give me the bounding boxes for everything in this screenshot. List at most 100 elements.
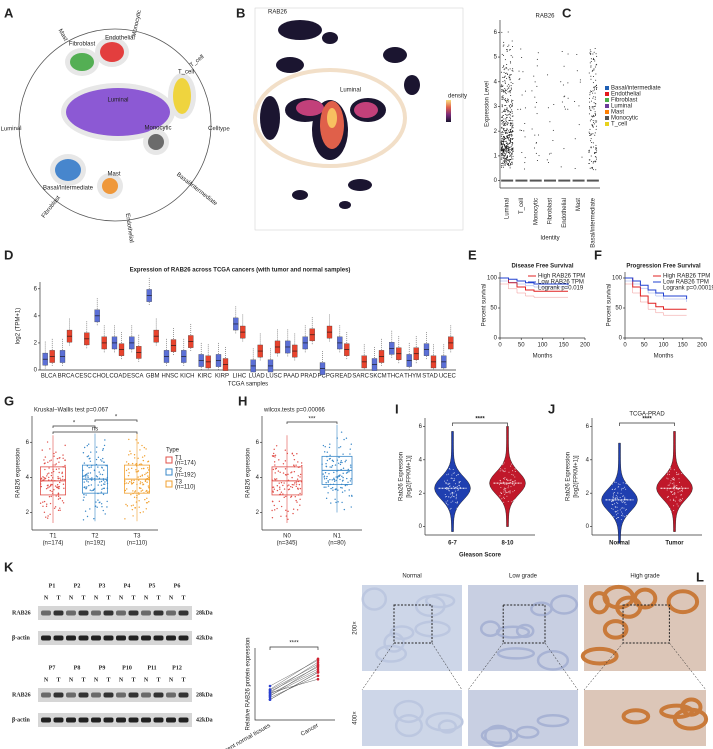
sample-dot	[455, 496, 457, 498]
sample-dot	[58, 461, 60, 463]
sample-dot	[325, 477, 328, 480]
panel-letter: A	[4, 5, 14, 20]
legend-label: (n=192)	[175, 473, 196, 479]
cell-dot	[504, 123, 506, 125]
sample-dot	[673, 482, 675, 484]
cell-dot	[593, 57, 595, 59]
pair-line	[269, 675, 319, 698]
cell-dot	[594, 105, 596, 107]
sample-dot	[144, 498, 146, 501]
legend-swatch	[605, 98, 609, 102]
legend-label: (n=110)	[175, 485, 195, 491]
cell-dot	[510, 133, 512, 135]
sample-dot	[455, 486, 457, 488]
cell-dot	[501, 105, 503, 107]
sample-dot	[614, 497, 616, 499]
cell-dot	[501, 153, 503, 155]
sample-dot	[62, 483, 65, 485]
sample-dot	[142, 467, 145, 470]
lane-label: T	[106, 677, 110, 683]
sample-dot	[449, 497, 451, 499]
cell-dot	[512, 115, 514, 117]
patient-label: P6	[174, 583, 181, 589]
band	[128, 717, 139, 723]
sample-dot	[350, 443, 353, 445]
sample-dot	[512, 504, 514, 506]
band	[128, 692, 139, 698]
sample-dot	[459, 471, 461, 473]
sample-dot	[124, 489, 127, 492]
sample-dot	[624, 496, 626, 498]
sample-dot	[285, 509, 287, 512]
sample-dot	[96, 446, 98, 448]
sample-dot	[456, 501, 458, 503]
sample-dot	[291, 453, 294, 455]
size-label: 28kDa	[196, 692, 213, 698]
sample-dot	[272, 455, 275, 458]
sample-dot	[95, 451, 98, 453]
blot	[38, 606, 192, 620]
band	[53, 610, 64, 616]
sample-dot	[679, 498, 681, 500]
cell-dot	[593, 59, 595, 61]
size-label: 28kDa	[196, 610, 213, 616]
cell-dot	[501, 126, 503, 128]
pair-line	[269, 664, 319, 691]
cell-dot	[505, 157, 507, 159]
cell-dot	[590, 78, 592, 80]
sample-dot	[103, 461, 105, 464]
sample-dot	[272, 468, 275, 471]
sample-dot	[626, 516, 628, 518]
cell-dot	[506, 142, 508, 144]
cell-dot	[535, 142, 537, 144]
cell-dot	[593, 89, 595, 91]
legend-swatch	[605, 110, 609, 114]
sample-dot	[503, 487, 505, 489]
legend-label: Luminal	[611, 104, 632, 110]
cell-dot	[505, 141, 507, 143]
cell-dot	[550, 152, 552, 154]
cluster-label: Fibroblast	[69, 42, 96, 48]
sample-dot	[143, 455, 146, 457]
sample-dot	[83, 486, 85, 489]
x-tick-label: BLCA	[41, 374, 57, 380]
sample-dot	[676, 471, 678, 473]
sample-dot	[341, 480, 344, 482]
sample-dot	[98, 501, 100, 504]
cell-dot	[536, 65, 538, 67]
sample-dot	[668, 507, 670, 509]
cell-dot	[507, 45, 509, 47]
cell-dot	[508, 104, 510, 106]
sample-dot	[330, 466, 333, 468]
umap-cluster	[322, 32, 338, 44]
cell-dot	[511, 103, 513, 105]
sample-dot	[457, 489, 459, 491]
sample-dot	[669, 508, 671, 510]
cell-dot	[506, 88, 508, 90]
cell-dot	[505, 160, 507, 162]
blot	[38, 631, 192, 645]
gland	[393, 699, 424, 724]
plot-title: RAB26	[535, 14, 555, 20]
sample-dot	[42, 501, 44, 503]
sample-dot	[299, 473, 302, 476]
cell-dot	[505, 72, 507, 74]
cell-dot	[508, 85, 510, 87]
cell-dot	[594, 98, 596, 100]
sample-dot	[50, 459, 52, 461]
sample-dot	[611, 489, 613, 491]
sample-dot	[59, 497, 61, 499]
sample-dot	[447, 483, 449, 485]
sample-dot	[622, 507, 624, 509]
sample-dot	[503, 471, 505, 473]
lane-label: N	[69, 595, 74, 601]
cell-dot	[512, 147, 514, 149]
sample-dot	[449, 493, 451, 495]
cluster-label: T_cell	[178, 70, 194, 76]
cell-dot	[588, 133, 590, 135]
sample-dot	[46, 484, 49, 487]
sample-dot	[614, 481, 616, 483]
sample-dot	[667, 478, 669, 480]
sample-dot	[106, 480, 108, 482]
sample-dot	[611, 508, 613, 510]
